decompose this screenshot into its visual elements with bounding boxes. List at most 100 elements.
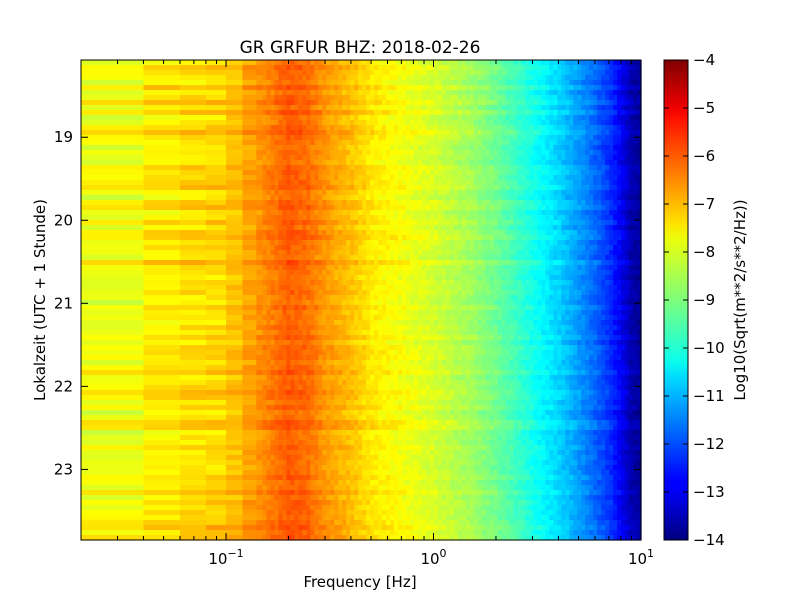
heatmap-cell <box>262 300 268 306</box>
heatmap-cell <box>306 95 311 101</box>
heatmap-cell <box>290 70 296 76</box>
heatmap-cell <box>569 215 574 221</box>
heatmap-cell <box>421 95 427 101</box>
heatmap-cell <box>549 165 554 171</box>
heatmap-cell <box>533 210 539 216</box>
heatmap-cell <box>533 220 539 226</box>
heatmap-cell <box>573 90 578 96</box>
heatmap-cell <box>266 290 272 296</box>
heatmap-cell <box>370 135 375 141</box>
heatmap-cell <box>256 105 264 111</box>
heatmap-cell <box>382 230 387 236</box>
heatmap-cell <box>405 165 411 171</box>
heatmap-cell <box>350 70 355 76</box>
heatmap-cell <box>517 200 523 206</box>
heatmap-cell <box>270 210 276 216</box>
heatmap-cell <box>386 135 391 141</box>
heatmap-cell <box>477 220 483 226</box>
heatmap-cell <box>382 240 387 246</box>
heatmap-cell <box>529 60 535 66</box>
heatmap-cell <box>350 65 355 71</box>
heatmap-cell <box>493 270 499 276</box>
heatmap-cell <box>569 185 574 191</box>
heatmap-cell <box>421 240 427 246</box>
heatmap-cell <box>473 120 479 126</box>
heatmap-cell <box>621 285 626 291</box>
heatmap-cell <box>597 295 602 301</box>
heatmap-cell <box>386 165 391 171</box>
heatmap-cell <box>537 165 543 171</box>
heatmap-cell <box>405 230 411 236</box>
heatmap-cell <box>557 125 562 131</box>
heatmap-cell <box>382 150 387 156</box>
heatmap-cell <box>533 200 539 206</box>
heatmap-cell <box>617 275 622 281</box>
heatmap-cell <box>342 60 347 66</box>
heatmap-cell <box>621 145 626 151</box>
heatmap-cell <box>425 105 431 111</box>
heatmap-cell <box>569 180 574 186</box>
heatmap-cell <box>429 200 435 206</box>
heatmap-cell <box>386 70 391 76</box>
heatmap-cell <box>298 190 303 196</box>
heatmap-cell <box>378 295 383 301</box>
heatmap-cell <box>421 150 427 156</box>
heatmap-cell <box>330 280 335 286</box>
heatmap-cell <box>621 80 626 86</box>
heatmap-cell <box>358 225 363 231</box>
heatmap-cell <box>398 275 403 281</box>
heatmap-cell <box>226 220 244 226</box>
heatmap-cell <box>629 130 634 136</box>
heatmap-cell <box>180 150 207 156</box>
heatmap-cell <box>441 85 447 91</box>
heatmap-cell <box>469 280 475 286</box>
heatmap-cell <box>461 165 467 171</box>
heatmap-cell <box>362 130 367 136</box>
heatmap-cell <box>565 60 570 66</box>
heatmap-cell <box>601 215 606 221</box>
heatmap-cell <box>382 185 387 191</box>
heatmap-cell <box>629 215 634 221</box>
heatmap-cell <box>354 125 359 131</box>
heatmap-cell <box>521 290 527 296</box>
heatmap-cell <box>505 100 511 106</box>
heatmap-cell <box>409 195 415 201</box>
heatmap-cell <box>310 280 315 286</box>
heatmap-cell <box>533 185 539 191</box>
heatmap-cell <box>81 80 145 86</box>
heatmap-cell <box>394 200 399 206</box>
heatmap-cell <box>318 285 323 291</box>
heatmap-cell <box>457 220 463 226</box>
heatmap-cell <box>597 95 602 101</box>
heatmap-cell <box>354 245 359 251</box>
heatmap-cell <box>378 240 383 246</box>
heatmap-cell <box>386 255 391 261</box>
heatmap-cell <box>593 270 598 276</box>
heatmap-cell <box>509 75 515 81</box>
heatmap-cell <box>362 290 367 296</box>
heatmap-cell <box>405 175 411 181</box>
heatmap-cell <box>417 155 423 161</box>
heatmap-cell <box>633 275 638 281</box>
heatmap-cell <box>421 200 427 206</box>
heatmap-cell <box>366 180 371 186</box>
heatmap-cell <box>425 260 431 266</box>
heatmap-cell <box>457 230 463 236</box>
heatmap-cell <box>342 70 347 76</box>
heatmap-cell <box>346 300 351 306</box>
heatmap-cell <box>282 155 288 161</box>
heatmap-cell <box>637 125 642 131</box>
heatmap-cell <box>497 200 503 206</box>
heatmap-cell <box>477 235 483 241</box>
heatmap-cell <box>517 150 523 156</box>
heatmap-cell <box>605 235 610 241</box>
heatmap-cell <box>433 95 439 101</box>
heatmap-cell <box>485 275 491 281</box>
heatmap-cell <box>461 175 467 181</box>
heatmap-cell <box>286 270 292 276</box>
heatmap-cell <box>545 285 550 291</box>
heatmap-cell <box>266 200 272 206</box>
heatmap-cell <box>342 150 347 156</box>
heatmap-cell <box>330 85 335 91</box>
heatmap-cell <box>294 240 300 246</box>
